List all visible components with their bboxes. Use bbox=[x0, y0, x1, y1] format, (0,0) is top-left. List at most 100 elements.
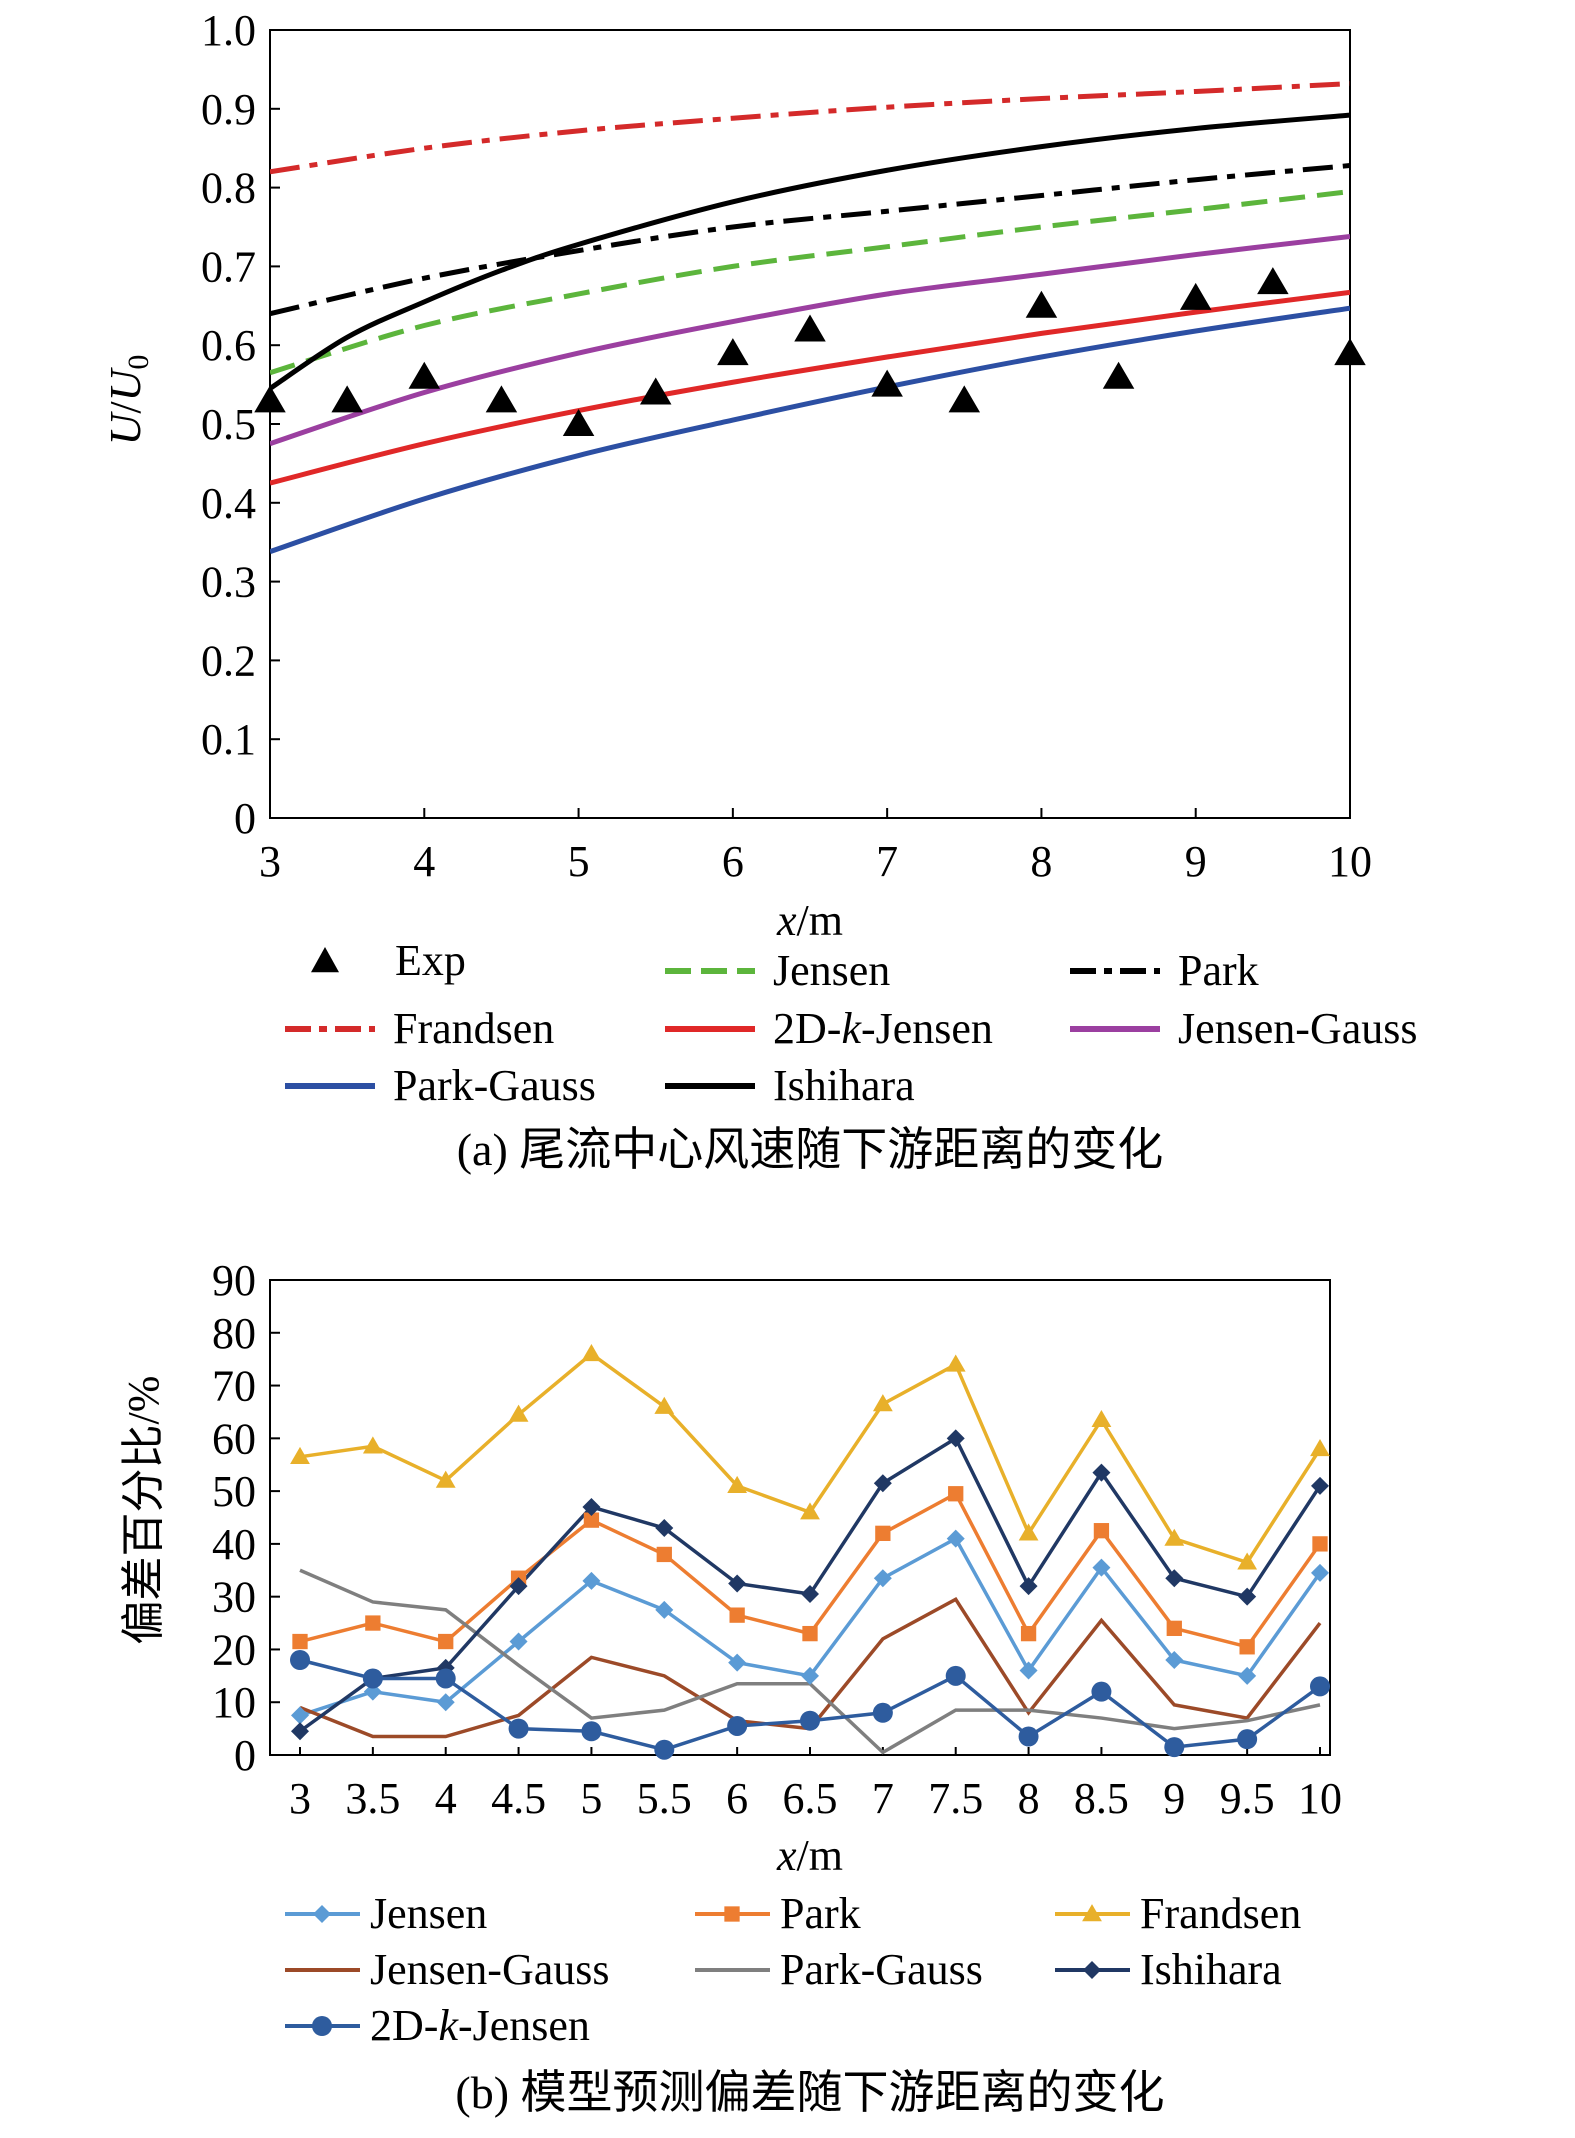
exp-point bbox=[1102, 361, 1135, 389]
point-frandsen bbox=[435, 1470, 456, 1488]
x-axis-label-a: x/m bbox=[776, 896, 843, 945]
series-line-frandsen bbox=[299, 1351, 1322, 1565]
point-2d-k-jensen bbox=[1018, 1726, 1039, 1747]
y-tick-label-a: 0 bbox=[234, 794, 256, 843]
series-line-ishihara bbox=[270, 112, 1350, 391]
legend-marker-ishihara bbox=[1083, 1961, 1101, 1979]
point-ishihara bbox=[946, 1429, 965, 1448]
legend-label-exp: Exp bbox=[395, 936, 466, 985]
x-tick-label-b: 10 bbox=[1298, 1774, 1342, 1823]
point-ishihara bbox=[655, 1519, 674, 1538]
point-park bbox=[729, 1607, 745, 1623]
point-2d-k-jensen bbox=[872, 1702, 893, 1723]
point-frandsen bbox=[290, 1446, 310, 1465]
point-jensen bbox=[1165, 1651, 1184, 1669]
legend-marker-exp bbox=[311, 947, 339, 973]
point-2d-k-jensen bbox=[435, 1668, 456, 1689]
series-line-jensen bbox=[270, 189, 1350, 376]
point-park bbox=[365, 1615, 381, 1631]
y-tick-label-b: 0 bbox=[234, 1731, 256, 1780]
point-2d-k-jensen bbox=[654, 1739, 675, 1760]
point-ishihara bbox=[1238, 1587, 1257, 1606]
legend-marker-2d-k-jensen bbox=[312, 2016, 332, 2036]
x-tick-label-b: 4.5 bbox=[491, 1774, 546, 1823]
series-line-park-gauss bbox=[270, 305, 1350, 555]
point-jensen bbox=[291, 1706, 309, 1725]
x-tick-label-b: 3 bbox=[289, 1774, 311, 1823]
point-ishihara bbox=[873, 1474, 892, 1493]
point-park bbox=[802, 1625, 818, 1642]
exp-point bbox=[1257, 267, 1289, 295]
point-jensen bbox=[1311, 1563, 1329, 1582]
point-frandsen bbox=[872, 1394, 893, 1412]
exp-point bbox=[948, 385, 981, 413]
point-2d-k-jensen bbox=[800, 1710, 820, 1731]
x-axis-label-b: x/m bbox=[776, 1831, 843, 1880]
point-frandsen bbox=[1164, 1528, 1185, 1546]
point-ishihara bbox=[728, 1574, 747, 1593]
exp-point bbox=[1179, 282, 1212, 310]
x-tick-label-b: 4 bbox=[435, 1774, 457, 1823]
x-tick-label-a: 8 bbox=[1030, 837, 1052, 886]
legend-label-2d-k-jensen: 2D-k-Jensen bbox=[773, 1004, 993, 1053]
legend-label-ishihara: Ishihara bbox=[1140, 1945, 1282, 1994]
legend-label-jensen-gauss: Jensen-Gauss bbox=[1178, 1004, 1418, 1053]
point-2d-k-jensen bbox=[727, 1715, 748, 1736]
point-jensen bbox=[582, 1571, 601, 1590]
point-ishihara bbox=[801, 1585, 819, 1604]
series-line-frandsen bbox=[270, 81, 1350, 175]
point-ishihara bbox=[1092, 1463, 1111, 1482]
point-park bbox=[1312, 1536, 1328, 1552]
caption-b: (b) 模型预测偏差随下游距离的变化 bbox=[455, 2067, 1164, 2118]
y-tick-label-a: 0.7 bbox=[201, 242, 256, 291]
point-frandsen bbox=[800, 1502, 820, 1520]
point-park bbox=[1239, 1639, 1255, 1655]
point-2d-k-jensen bbox=[1091, 1681, 1112, 1702]
x-tick-label-b: 5.5 bbox=[637, 1774, 692, 1823]
x-tick-label-b: 6 bbox=[726, 1774, 748, 1823]
y-tick-label-b: 90 bbox=[212, 1256, 256, 1305]
exp-point bbox=[871, 369, 903, 397]
point-ishihara bbox=[291, 1722, 309, 1741]
y-tick-label-a: 0.6 bbox=[201, 321, 256, 370]
legend-a: Exp Jensen Park Frandsen 2D-k-Jensen Jensen-G… bbox=[285, 936, 1418, 1110]
series-line-park bbox=[270, 163, 1350, 317]
point-jensen bbox=[1092, 1558, 1111, 1577]
point-ishihara bbox=[1165, 1569, 1184, 1588]
y-tick-label-a: 0.1 bbox=[201, 715, 256, 764]
caption-a: (a) 尾流中心风速随下游距离的变化 bbox=[457, 1124, 1164, 1175]
plot-area-b bbox=[269, 1279, 1331, 1756]
y-tick-label-b: 20 bbox=[212, 1625, 256, 1674]
exp-markers bbox=[254, 267, 1366, 436]
point-frandsen bbox=[1018, 1523, 1039, 1541]
exp-point bbox=[639, 377, 672, 405]
legend-label-jensen-gauss: Jensen-Gauss bbox=[370, 1945, 610, 1994]
y-tick-label-b: 60 bbox=[212, 1414, 256, 1463]
point-jensen bbox=[1019, 1661, 1038, 1680]
y-tick-label-a: 0.9 bbox=[201, 85, 256, 134]
series-lines-a bbox=[270, 81, 1350, 555]
legend-marker-park bbox=[724, 1906, 740, 1922]
point-jensen bbox=[801, 1666, 819, 1685]
y-tick-label-b: 50 bbox=[212, 1467, 256, 1516]
x-tick-label-a: 4 bbox=[413, 837, 435, 886]
point-park bbox=[656, 1546, 672, 1563]
legend-label-park: Park bbox=[780, 1889, 861, 1938]
legend-label-2d-k-jensen: 2D-k-Jensen bbox=[370, 2001, 590, 2050]
exp-point bbox=[331, 385, 363, 413]
y-tick-label-a: 0.3 bbox=[201, 558, 256, 607]
point-2d-k-jensen bbox=[1164, 1737, 1185, 1758]
point-frandsen bbox=[727, 1475, 748, 1494]
x-axis-ticks-b: 3 3.5 4 4.5 5 5.5 6 6.5 7 7.5 8 8.5 9 9.5 10 bbox=[289, 1747, 1342, 1823]
exp-point bbox=[408, 361, 441, 389]
point-park bbox=[1166, 1620, 1182, 1636]
legend-marker-frandsen bbox=[1082, 1904, 1102, 1922]
legend-label-park-gauss: Park-Gauss bbox=[393, 1061, 596, 1110]
y-tick-label-a: 1.0 bbox=[201, 6, 256, 55]
legend-label-park: Park bbox=[1178, 946, 1259, 995]
legend-label-park-gauss: Park-Gauss bbox=[780, 1945, 983, 1994]
x-tick-label-b: 6.5 bbox=[783, 1774, 838, 1823]
point-2d-k-jensen bbox=[362, 1668, 383, 1689]
point-2d-k-jensen bbox=[1310, 1676, 1330, 1697]
